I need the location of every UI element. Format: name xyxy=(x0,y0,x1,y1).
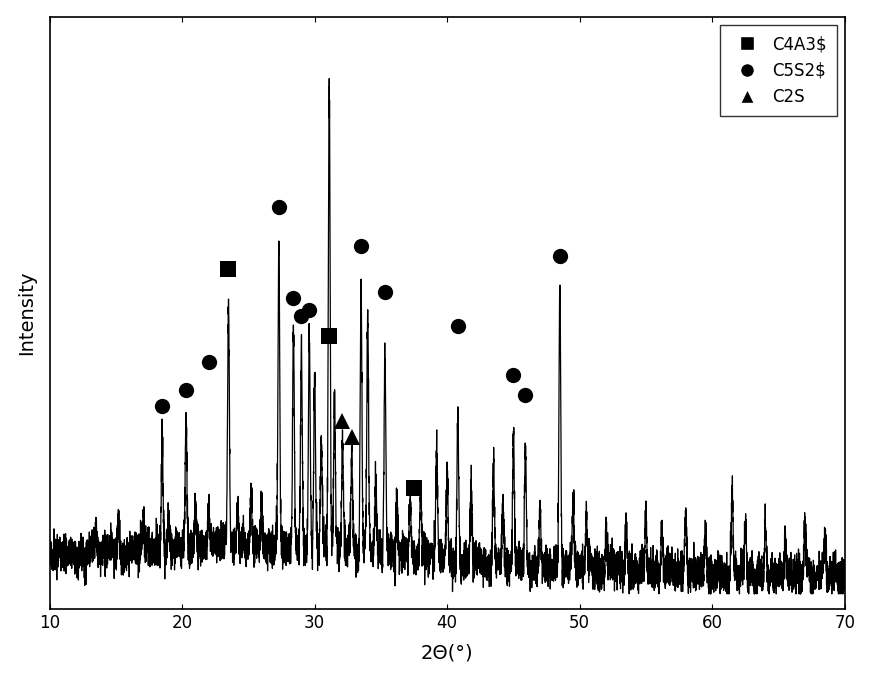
X-axis label: 2Θ(°): 2Θ(°) xyxy=(421,643,473,662)
Y-axis label: Intensity: Intensity xyxy=(17,271,36,355)
Legend: C4A3$, C5S2$, C2S: C4A3$, C5S2$, C2S xyxy=(720,25,836,115)
